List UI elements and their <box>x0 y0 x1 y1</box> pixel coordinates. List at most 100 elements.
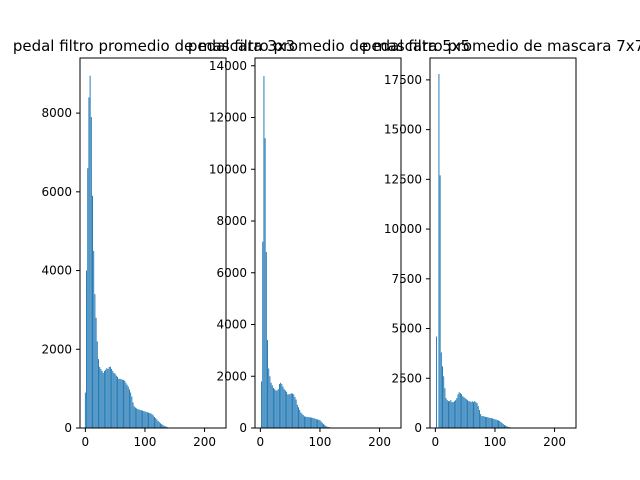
bar-7x7-84 <box>484 416 486 428</box>
y-tick-label-5x5-14000: 14000 <box>209 59 247 73</box>
bar-7x7-56 <box>468 401 470 428</box>
bar-3x3-108 <box>149 413 151 428</box>
axes-frame-5x5 <box>254 57 402 429</box>
x-tick-label-7x7-0: 0 <box>432 435 440 449</box>
bar-5x5-82 <box>308 417 310 428</box>
bar-7x7-72 <box>477 406 479 428</box>
bar-3x3-80 <box>132 402 134 428</box>
bar-3x3-120 <box>156 419 158 428</box>
bar-7x7-112 <box>501 423 503 428</box>
bar-5x5-44 <box>286 391 288 428</box>
bar-7x7-8 <box>439 175 441 428</box>
bar-5x5-114 <box>327 426 329 428</box>
bar-7x7-86 <box>486 417 488 428</box>
bar-3x3-40 <box>108 366 110 428</box>
bar-5x5-76 <box>305 416 307 428</box>
bar-7x7-94 <box>490 418 492 428</box>
x-tick-label-3x3-100: 100 <box>134 435 157 449</box>
bar-3x3-132 <box>163 425 165 428</box>
y-tick-label-5x5-8000: 8000 <box>216 214 247 228</box>
y-tick-label-5x5-4000: 4000 <box>216 318 247 332</box>
bar-3x3-104 <box>146 412 148 428</box>
y-tick-label-7x7-10000: 10000 <box>384 222 422 236</box>
bar-7x7-16 <box>444 388 446 428</box>
bar-7x7-108 <box>499 421 501 428</box>
bar-5x5-30 <box>277 389 279 428</box>
bar-7x7-120 <box>506 426 508 428</box>
bar-5x5-96 <box>317 419 319 428</box>
y-tick-label-3x3-6000: 6000 <box>41 185 72 199</box>
bar-5x5-58 <box>294 396 296 428</box>
bar-5x5-12 <box>267 340 268 428</box>
bar-3x3-22 <box>98 359 99 428</box>
bar-3x3-100 <box>144 411 146 428</box>
x-tick-label-5x5-0: 0 <box>257 435 265 449</box>
bar-3x3-76 <box>130 392 132 428</box>
bar-3x3-50 <box>114 373 116 428</box>
bar-3x3-36 <box>106 368 108 428</box>
bar-5x5-84 <box>309 417 311 428</box>
y-tick-label-3x3-0: 0 <box>64 421 72 435</box>
axes-frame-3x3 <box>79 57 227 429</box>
bar-7x7-66 <box>474 401 476 428</box>
bar-7x7-58 <box>469 401 471 428</box>
bar-7x7-40 <box>458 392 460 428</box>
bar-5x5-36 <box>281 384 283 428</box>
bar-3x3-70 <box>126 384 128 428</box>
bar-5x5-50 <box>289 393 291 428</box>
bar-3x3-48 <box>113 372 115 428</box>
bar-5x5-18 <box>270 382 272 428</box>
bar-7x7-96 <box>492 418 494 428</box>
bar-7x7-22 <box>448 401 449 428</box>
bar-7x7-32 <box>453 401 455 428</box>
bar-7x7-98 <box>493 418 495 428</box>
bar-7x7-78 <box>481 416 483 428</box>
bar-7x7-10 <box>440 352 442 428</box>
bar-3x3-82 <box>133 406 135 428</box>
bar-7x7-28 <box>451 402 453 428</box>
bar-5x5-48 <box>288 394 290 428</box>
bar-7x7-110 <box>500 422 502 428</box>
bar-7x7-106 <box>498 420 499 428</box>
bar-3x3-130 <box>162 424 164 428</box>
bar-3x3-86 <box>136 408 138 428</box>
bar-7x7-18 <box>445 398 447 428</box>
bar-3x3-0 <box>84 392 86 428</box>
bar-5x5-94 <box>315 419 317 428</box>
bar-7x7-6 <box>438 73 440 428</box>
bar-3x3-38 <box>107 368 109 428</box>
bar-5x5-70 <box>301 413 303 428</box>
bar-5x5-32 <box>278 384 280 428</box>
bar-3x3-28 <box>101 370 103 428</box>
bar-3x3-92 <box>139 409 141 428</box>
bar-5x5-16 <box>269 376 271 428</box>
y-tick-label-7x7-12500: 12500 <box>384 172 422 186</box>
bar-3x3-126 <box>159 423 161 428</box>
bar-7x7-42 <box>459 393 461 428</box>
bar-5x5-24 <box>274 389 276 428</box>
bar-5x5-60 <box>295 399 297 428</box>
y-tick-label-3x3-4000: 4000 <box>41 264 72 278</box>
bar-5x5-26 <box>275 390 277 428</box>
y-tick-label-7x7-17500: 17500 <box>384 73 422 87</box>
y-tick-label-5x5-0: 0 <box>239 421 247 435</box>
bar-3x3-122 <box>157 420 159 428</box>
bar-5x5-42 <box>284 390 286 428</box>
bar-5x5-28 <box>276 390 278 428</box>
bar-3x3-52 <box>115 375 117 428</box>
bar-3x3-44 <box>111 368 113 428</box>
bar-3x3-112 <box>151 414 153 428</box>
bar-7x7-12 <box>442 366 443 428</box>
bars-7x7 <box>436 73 519 428</box>
bar-5x5-74 <box>303 416 305 428</box>
bar-3x3-26 <box>100 368 102 428</box>
bar-5x5-72 <box>302 415 304 428</box>
bar-3x3-114 <box>152 415 154 428</box>
bar-3x3-42 <box>109 366 111 428</box>
bar-3x3-8 <box>89 75 91 429</box>
bar-5x5-2 <box>261 381 263 428</box>
bar-5x5-40 <box>283 389 285 428</box>
bar-5x5-106 <box>323 424 324 428</box>
bar-7x7-74 <box>478 410 480 428</box>
